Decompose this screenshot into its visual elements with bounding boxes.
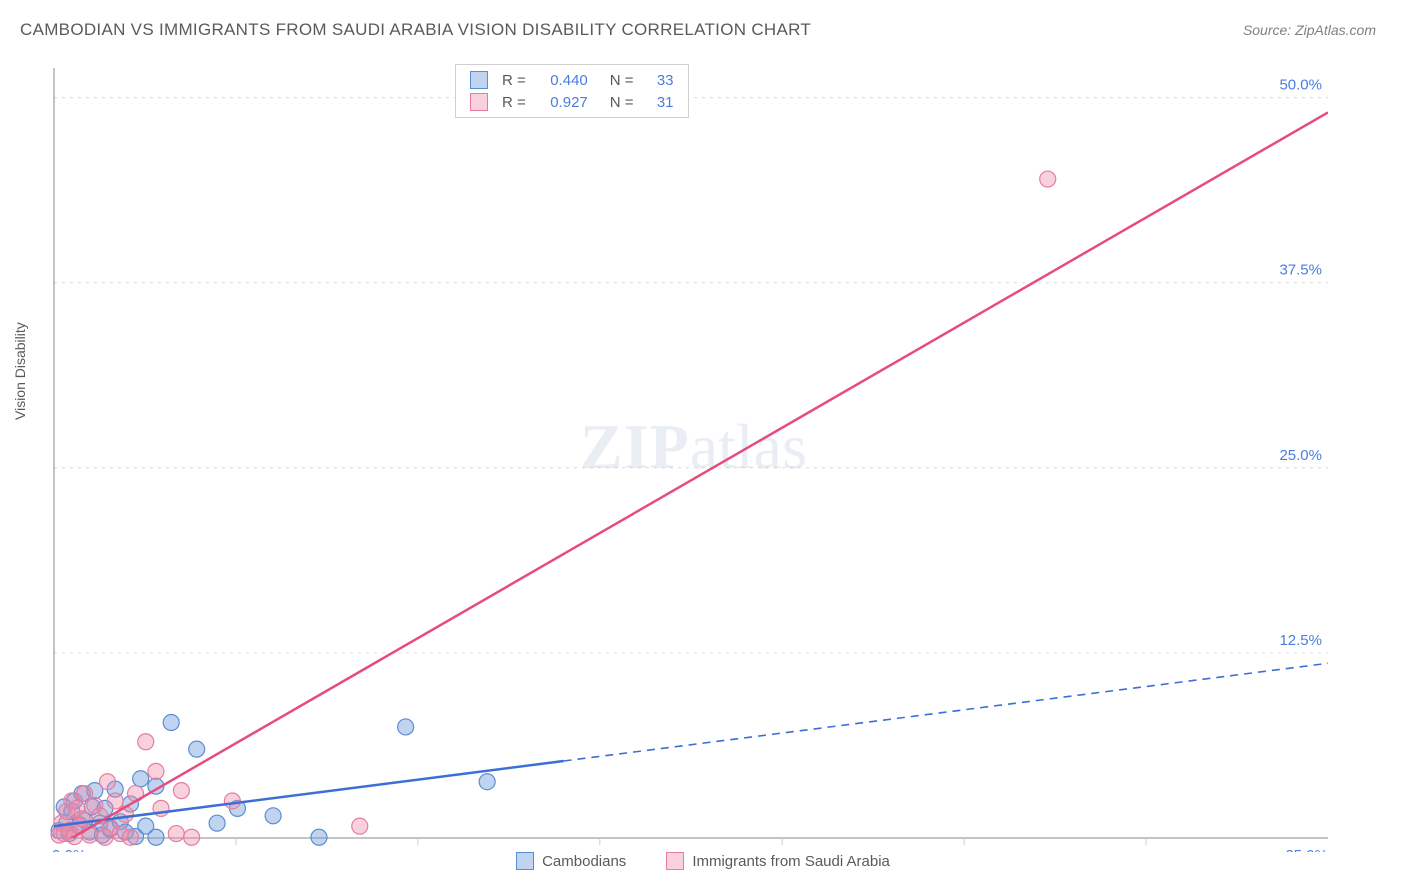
legend-row: R = 0.440 N = 33 <box>470 69 674 91</box>
legend-swatch <box>470 71 488 89</box>
legend-item: Immigrants from Saudi Arabia <box>666 852 890 870</box>
n-value: 31 <box>644 94 674 111</box>
series-legend: Cambodians Immigrants from Saudi Arabia <box>0 852 1406 870</box>
scatter-chart-svg: 12.5%25.0%37.5%50.0%0.0%25.0% <box>50 62 1350 852</box>
chart-title: CAMBODIAN VS IMMIGRANTS FROM SAUDI ARABI… <box>20 20 811 40</box>
legend-label: Cambodians <box>542 853 626 870</box>
svg-text:12.5%: 12.5% <box>1279 632 1322 649</box>
source-attribution: Source: ZipAtlas.com <box>1243 22 1376 38</box>
svg-text:37.5%: 37.5% <box>1279 262 1322 279</box>
n-value: 33 <box>644 72 674 89</box>
n-label: N = <box>610 94 634 111</box>
n-label: N = <box>610 72 634 89</box>
legend-swatch <box>516 852 534 870</box>
r-label: R = <box>502 94 526 111</box>
legend-swatch <box>470 93 488 111</box>
legend-item: Cambodians <box>516 852 626 870</box>
r-value: 0.927 <box>536 94 588 111</box>
svg-text:50.0%: 50.0% <box>1279 77 1322 94</box>
svg-text:25.0%: 25.0% <box>1279 447 1322 464</box>
r-label: R = <box>502 72 526 89</box>
legend-label: Immigrants from Saudi Arabia <box>692 853 890 870</box>
legend-swatch <box>666 852 684 870</box>
y-axis-label: Vision Disability <box>12 322 28 420</box>
correlation-legend: R = 0.440 N = 33 R = 0.927 N = 31 <box>455 64 689 118</box>
chart-plot-area: 12.5%25.0%37.5%50.0%0.0%25.0% <box>50 62 1350 852</box>
legend-row: R = 0.927 N = 31 <box>470 91 674 113</box>
r-value: 0.440 <box>536 72 588 89</box>
